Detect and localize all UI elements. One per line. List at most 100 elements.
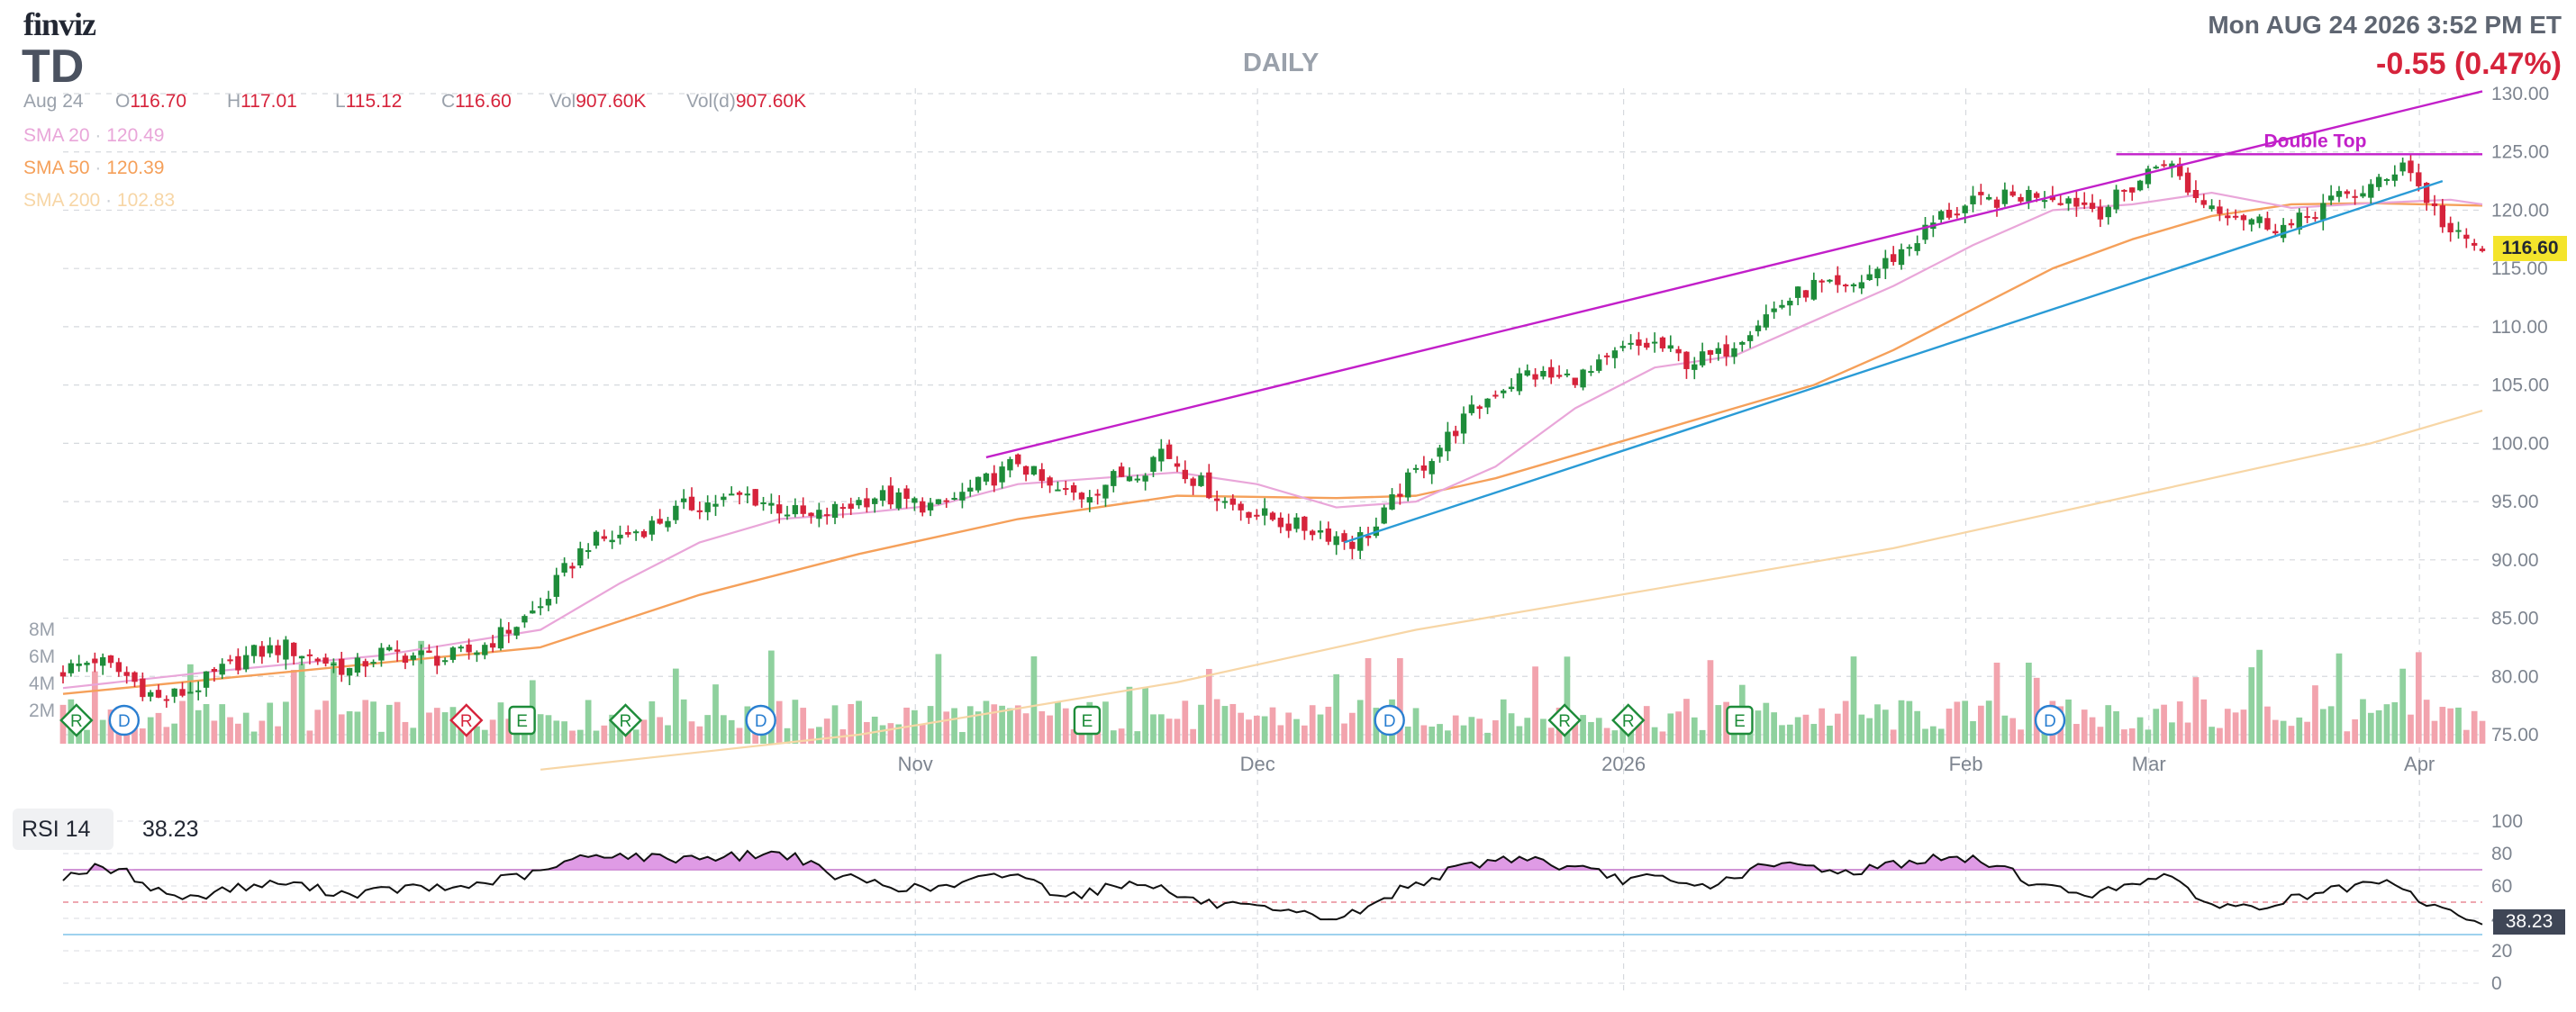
candle-body [2264,218,2271,230]
candle-body [1723,344,1729,357]
candle-body [250,645,258,656]
candle-body [2431,203,2438,206]
volume-bar [235,723,241,744]
candle-body [195,690,202,692]
volume-bar [1588,721,1594,744]
candle-body [1651,341,1658,344]
volume-bar [2169,722,2175,744]
sma20-legend[interactable]: SMA 20 · 120.49 [23,125,165,146]
volume-bar [259,720,266,744]
candle-body [2136,180,2144,191]
sma20-line [62,191,2483,690]
candle-body [1548,366,1555,378]
volume-bar [1381,729,1388,744]
month-label: Dec [1240,753,1275,775]
volume-bar [1914,710,1921,744]
candle-body [418,650,424,655]
volume-bar [1429,727,1436,744]
candle-body [2383,178,2390,181]
candle-body [1460,413,1467,434]
rsi-label-box[interactable] [13,809,113,850]
candle-body [1174,463,1181,467]
event-marker-r[interactable]: R [59,703,94,737]
candle-body [1166,444,1173,459]
candle-body [1261,508,1268,516]
candle-body [569,565,576,569]
event-marker-d[interactable]: D [108,704,141,736]
candle-body [1532,374,1538,380]
candle-body [601,536,607,539]
volume-bar [1779,725,1785,744]
price-tick-label: 100.00 [2491,433,2549,454]
candle-body [1707,349,1714,356]
dividend-icon [2034,704,2066,736]
candle-body [967,487,974,492]
candle-body [148,691,154,697]
volume-bar [1229,703,1237,744]
volume-bar [2367,712,2374,744]
candle-body [2232,215,2239,218]
volume-bar [999,705,1005,744]
volume-bar [593,730,600,744]
event-marker-r[interactable]: R [608,703,643,737]
volume-bar [1325,706,1332,744]
volume-bar [1572,723,1579,744]
candle-body [975,476,982,491]
event-label: R [460,712,473,731]
price-tick-label: 125.00 [2491,142,2549,163]
event-marker-e[interactable]: E [1726,705,1754,736]
candle-body [115,662,122,673]
candle-body [2177,163,2183,176]
candle-body [1827,279,1833,282]
candle-body [983,473,990,482]
volume-bar [561,721,567,744]
candle-body [1954,213,1961,216]
candle-body [2161,164,2167,167]
volume-bar [816,727,822,744]
event-marker-d[interactable]: D [2034,704,2066,736]
candle-body [752,489,758,506]
candle-body [1453,430,1459,437]
candle-body [1970,195,1976,204]
event-marker-d[interactable]: D [745,704,776,736]
candle-body [927,502,934,511]
price-tick-label: 115.00 [2491,258,2548,279]
volume-bar [2209,727,2215,744]
event-marker-r[interactable]: R [1611,703,1646,737]
volume-bar [394,701,401,744]
sma200-legend[interactable]: SMA 200 · 102.83 [23,190,176,211]
ohlc-volume-dollar: Vol(d)907.60K [686,91,807,112]
ohlc-close: C116.60 [441,91,512,112]
candle-body [2217,206,2223,214]
finviz-logo[interactable]: finviz [23,6,96,42]
candle-body [1835,275,1841,285]
sma50-legend[interactable]: SMA 50 · 120.39 [23,158,165,178]
volume-bar [489,719,496,744]
event-label: E [1734,712,1746,731]
volume-bar [211,720,218,744]
candle-body [322,657,329,664]
volume-bar [2161,704,2167,744]
candle-body [1086,497,1093,503]
candle-body [2073,197,2080,207]
candle-body [1094,493,1101,496]
volume-bar [2232,712,2239,744]
candle-body [155,690,162,698]
event-marker-r[interactable]: R [1547,703,1582,737]
event-marker-d[interactable]: D [1374,704,1405,736]
event-marker-e[interactable]: E [508,705,536,736]
volume-bar [2248,667,2255,744]
volume-bar [378,731,385,744]
volume-bar [2240,709,2247,744]
candle-body [1302,516,1308,531]
candle-body [1866,274,1873,281]
event-marker-e[interactable]: E [1073,705,1102,736]
candle-body [617,534,623,538]
candle-body [2416,172,2422,186]
volume-bar [1659,731,1666,744]
event-marker-r[interactable]: R [449,703,484,737]
ohlc-open: O116.70 [115,91,187,112]
candle-body [1962,205,1968,213]
volume-bar [1954,701,1961,744]
